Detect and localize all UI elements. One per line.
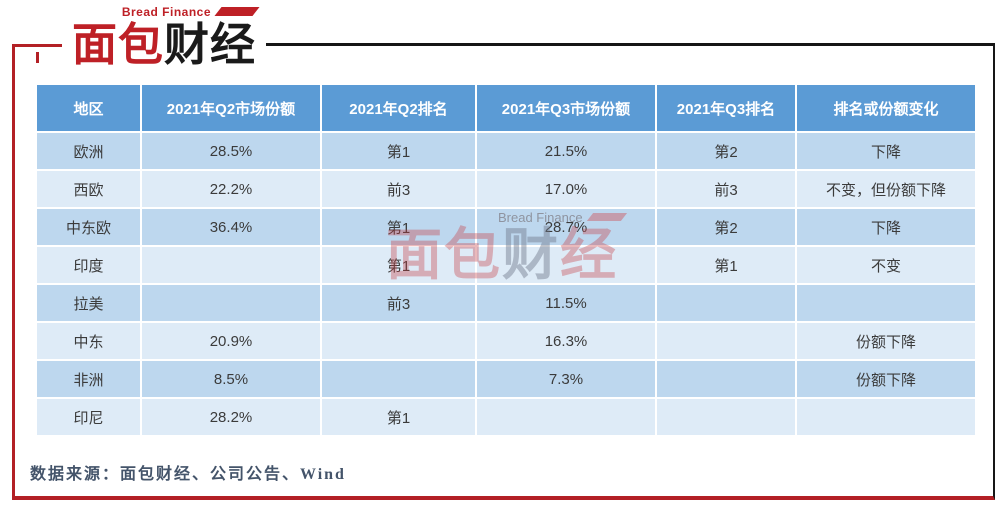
brand-english-label: Bread Finance [121, 4, 212, 19]
table-cell [795, 283, 977, 323]
table-row-india: 印度 第1 第1 不变 [35, 245, 977, 285]
table-cell [140, 283, 322, 323]
table-cell: 7.3% [475, 359, 657, 399]
table-cell: 16.3% [475, 321, 657, 361]
brand-cn-black-part: 财经 [164, 19, 257, 70]
brand-cn-red-part: 面包 [72, 19, 165, 70]
table-cell: 非洲 [35, 359, 142, 399]
table-cell: 印度 [35, 245, 142, 285]
table-cell: 第1 [320, 397, 477, 437]
table-cell: 28.5% [140, 131, 322, 171]
column-header-q2-rank: 2021年Q2排名 [320, 83, 477, 133]
frame-top-black-segment [248, 43, 995, 46]
table-cell: 前3 [320, 283, 477, 323]
column-header-q3-rank: 2021年Q3排名 [655, 83, 797, 133]
table-cell: 下降 [795, 207, 977, 247]
table-cell [655, 397, 797, 437]
table-cell: 第2 [655, 131, 797, 171]
table-cell: 20.9% [140, 321, 322, 361]
table-cell: 前3 [655, 169, 797, 209]
table-row-west-europe: 西欧 22.2% 前3 17.0% 前3 不变，但份额下降 [35, 169, 977, 209]
column-header-change: 排名或份额变化 [795, 83, 977, 133]
table-cell: 不变，但份额下降 [795, 169, 977, 209]
header-row: 地区 2021年Q2市场份额 2021年Q2排名 2021年Q3市场份额 202… [35, 83, 977, 133]
table-cell: 西欧 [35, 169, 142, 209]
frame-top-red-segment [12, 44, 68, 47]
data-source-note: 数据来源：面包财经、公司公告、Wind [30, 466, 346, 483]
table-cell: 中东欧 [35, 207, 142, 247]
table-cell: 8.5% [140, 359, 322, 399]
column-header-q3-share: 2021年Q3市场份额 [475, 83, 657, 133]
table-row-middle-east: 中东 20.9% 16.3% 份额下降 [35, 321, 977, 361]
frame-border [12, 44, 995, 500]
table-cell [655, 321, 797, 361]
table-cell [140, 245, 322, 285]
table-cell: 第1 [320, 207, 477, 247]
table-cell: 印尼 [35, 397, 142, 437]
table-cell: 第1 [320, 245, 477, 285]
table-cell: 22.2% [140, 169, 322, 209]
table-cell: 36.4% [140, 207, 322, 247]
brand-logo-top-row: Bread Finance [72, 4, 260, 19]
market-share-table-wrap: 地区 2021年Q2市场份额 2021年Q2排名 2021年Q3市场份额 202… [35, 83, 977, 437]
table-cell: 21.5% [475, 131, 657, 171]
market-share-table: 地区 2021年Q2市场份额 2021年Q2排名 2021年Q3市场份额 202… [35, 83, 977, 437]
table-cell: 11.5% [475, 283, 657, 323]
table-cell: 17.0% [475, 169, 657, 209]
column-header-region: 地区 [35, 83, 142, 133]
table-cell: 第2 [655, 207, 797, 247]
table-cell [655, 283, 797, 323]
table-cell [475, 245, 657, 285]
table-cell: 欧洲 [35, 131, 142, 171]
table-row-africa: 非洲 8.5% 7.3% 份额下降 [35, 359, 977, 399]
table-cell: 下降 [795, 131, 977, 171]
table-cell [655, 359, 797, 399]
column-header-q2-share: 2021年Q2市场份额 [140, 83, 322, 133]
table-cell: 第1 [320, 131, 477, 171]
table-cell [320, 359, 477, 399]
table-row-cee: 中东欧 36.4% 第1 28.7% 第2 下降 [35, 207, 977, 247]
table-cell [320, 321, 477, 361]
table-cell: 28.7% [475, 207, 657, 247]
table-row-indonesia: 印尼 28.2% 第1 [35, 397, 977, 437]
table-cell: 不变 [795, 245, 977, 285]
table-cell: 拉美 [35, 283, 142, 323]
table-cell: 份额下降 [795, 321, 977, 361]
brand-logo: Bread Finance 面包财经 [62, 2, 267, 69]
brand-chinese-name: 面包财经 [72, 22, 256, 67]
table-cell: 中东 [35, 321, 142, 361]
table-cell: 前3 [320, 169, 477, 209]
table-cell [475, 397, 657, 437]
table-cell: 第1 [655, 245, 797, 285]
brand-swoosh-icon [214, 7, 260, 16]
table-cell: 份额下降 [795, 359, 977, 399]
table-row-latam: 拉美 前3 11.5% [35, 283, 977, 323]
table-cell: 28.2% [140, 397, 322, 437]
frame-corner-tick [36, 52, 39, 63]
table-cell [795, 397, 977, 437]
table-row-europe: 欧洲 28.5% 第1 21.5% 第2 下降 [35, 131, 977, 171]
